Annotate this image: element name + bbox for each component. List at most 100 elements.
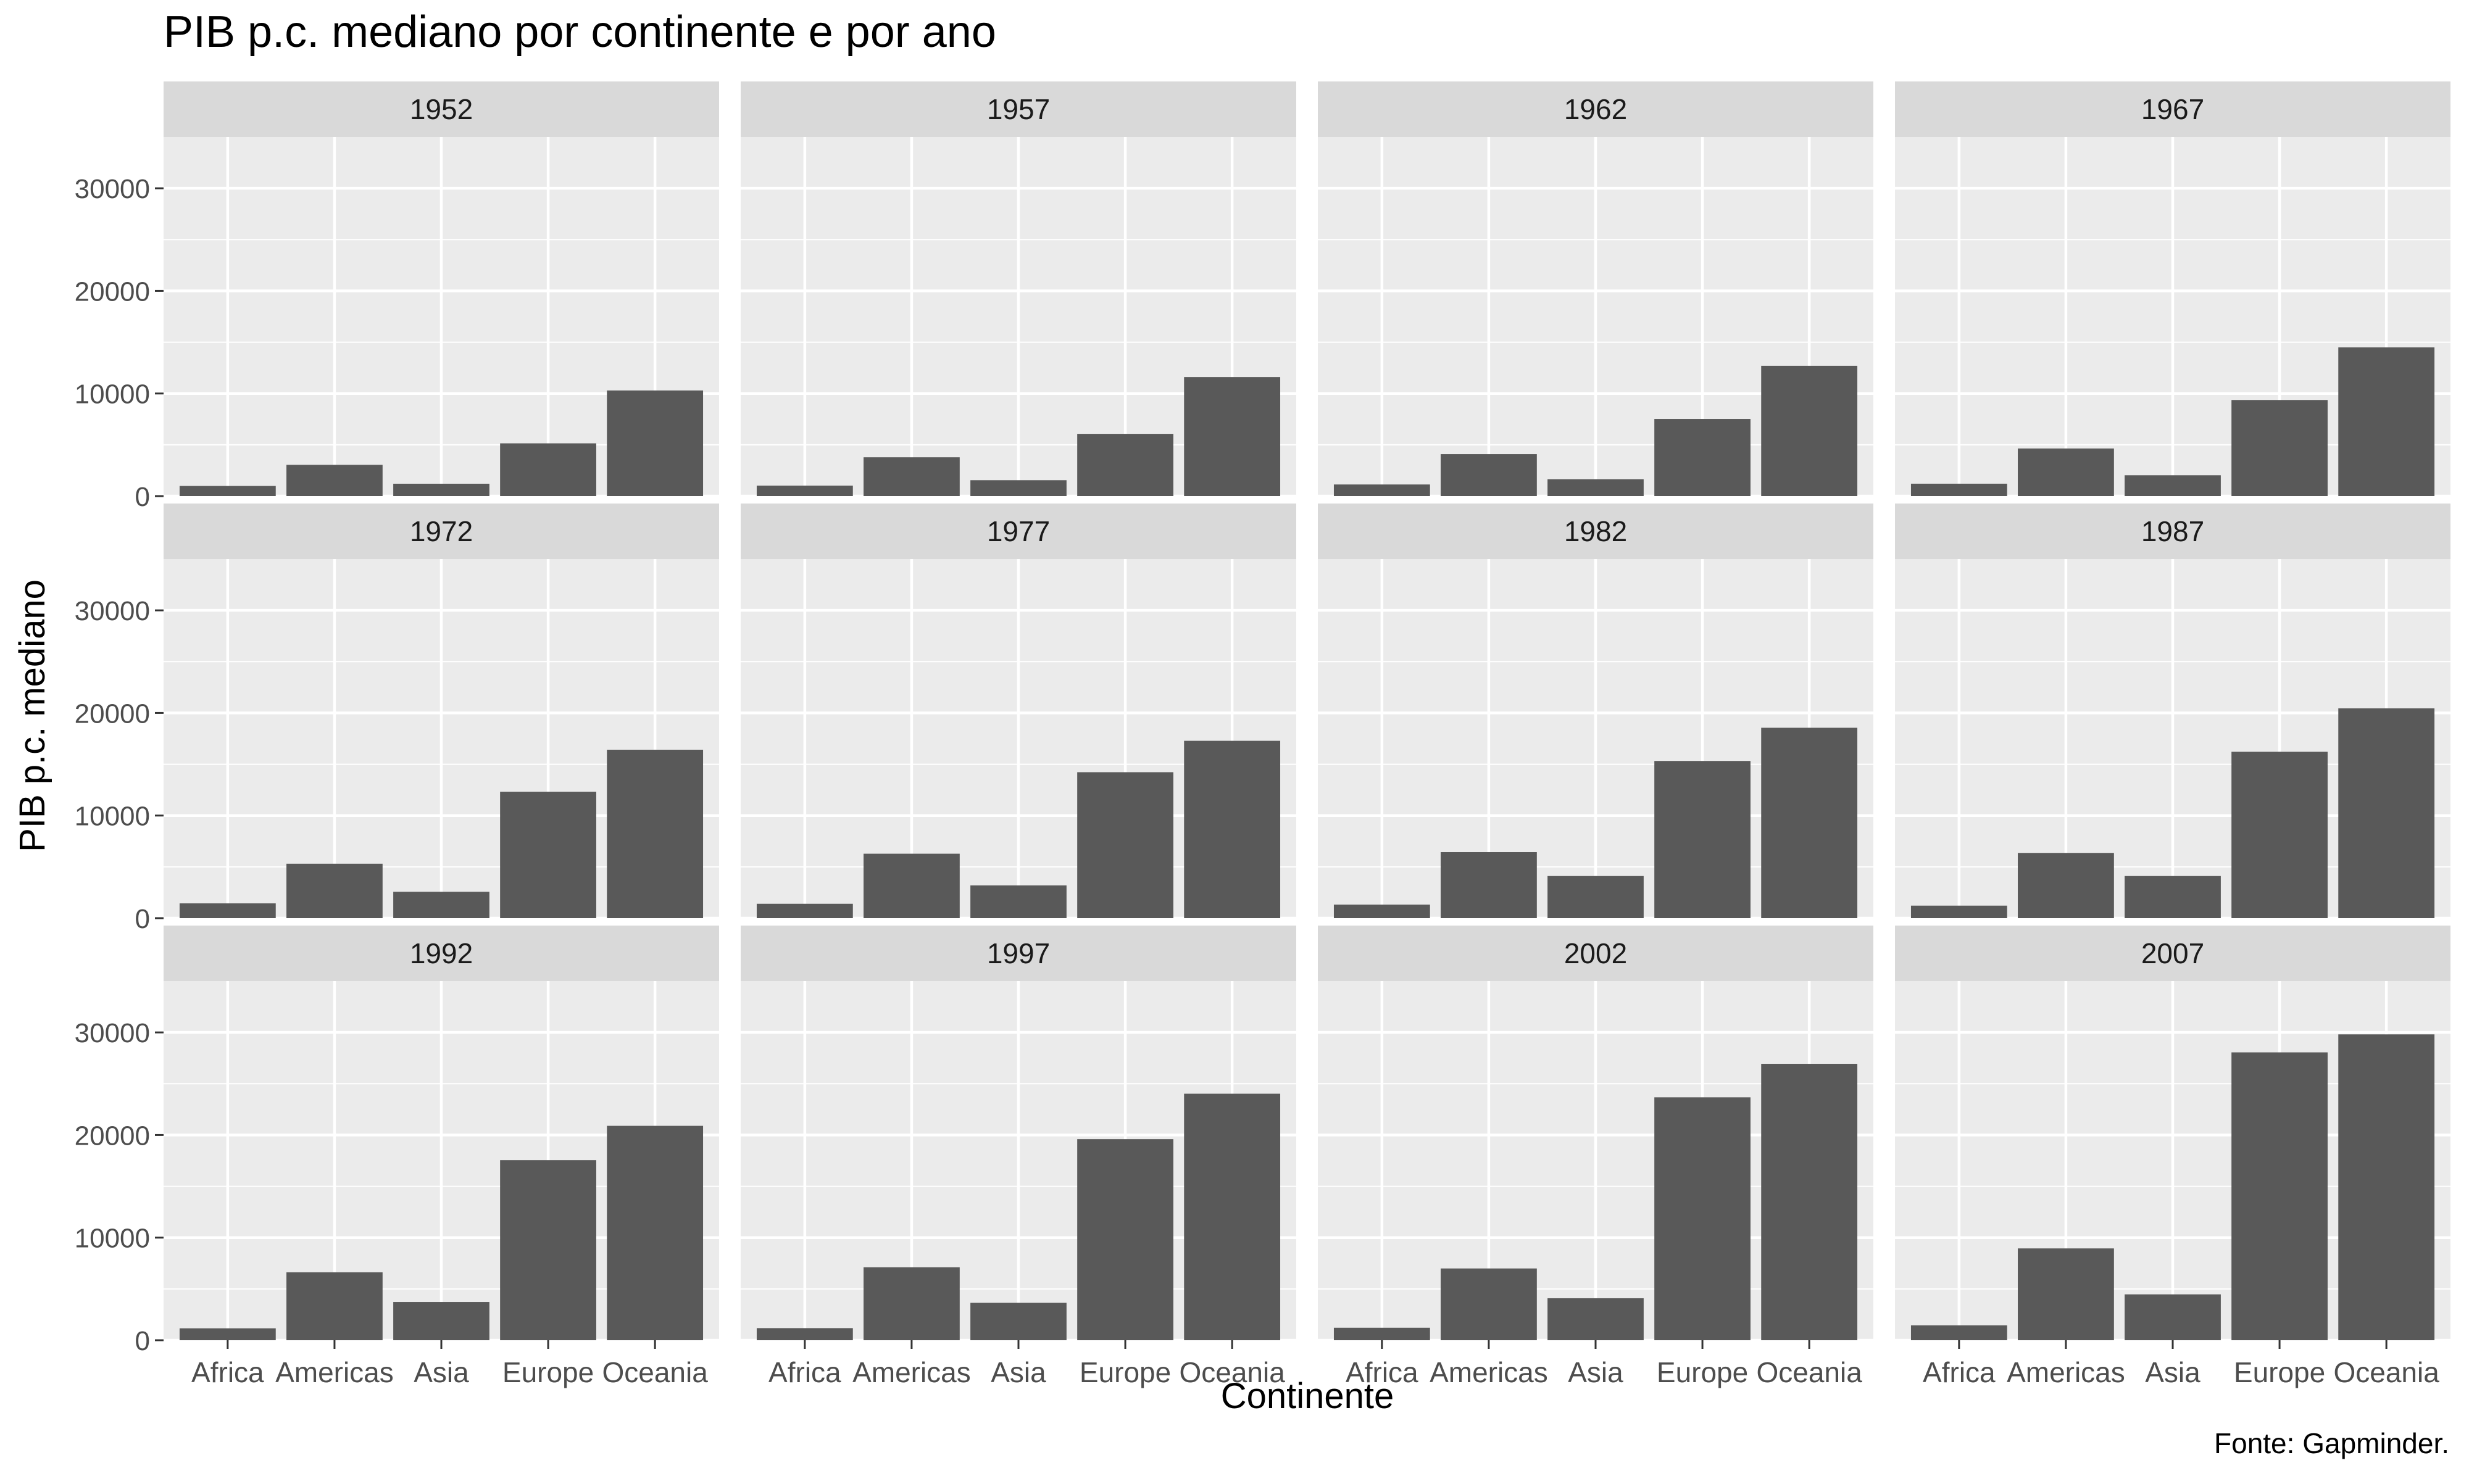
bar-1977-americas (864, 853, 960, 918)
y-tick-label: 0 (135, 1326, 150, 1356)
facet-panel-1962: 1962 (1318, 81, 1873, 498)
facet-panel-1952: 1952 0 10000 20000 30000 (75, 81, 719, 512)
x-tick-label: Oceania (1756, 1356, 1862, 1388)
x-tick-label: Africa (1923, 1356, 1996, 1388)
caption: Fonte: Gapminder. (2214, 1427, 2449, 1459)
bar-1962-americas (1441, 454, 1537, 496)
y-tick-label: 10000 (75, 802, 150, 832)
bar-1962-europe (1654, 419, 1751, 496)
facet-strip-label: 1977 (987, 515, 1050, 547)
bar-1972-europe (500, 792, 596, 918)
facet-strip-label: 1952 (410, 93, 473, 125)
bar-1952-asia (393, 483, 489, 496)
bar-1982-americas (1441, 852, 1537, 918)
bar-1967-asia (2125, 475, 2221, 496)
facet-panel-1977: 1977 (741, 504, 1296, 920)
bar-1952-europe (500, 443, 596, 496)
bar-1962-oceania (1761, 365, 1858, 496)
y-tick-label: 10000 (75, 1224, 150, 1254)
bar-1972-africa (179, 903, 276, 918)
facet-strip (1318, 504, 1873, 559)
y-tick-label: 10000 (75, 379, 150, 410)
bar-1962-africa (1333, 484, 1430, 496)
facet-panels: 1952 0 10000 20000 30000 1957 1962 1967 1972 0 100… (75, 81, 2450, 1388)
y-tick-label: 0 (135, 904, 150, 934)
bar-1967-europe (2231, 400, 2328, 496)
bar-1987-asia (2125, 876, 2221, 918)
y-axis-title: PIB p.c. mediano (12, 579, 52, 852)
facet-panel-2007: 2007 Africa Americas Asia Europe Oceania (1895, 926, 2450, 1388)
facet-strip-label: 1967 (2141, 93, 2204, 125)
y-tick-label: 30000 (75, 1018, 150, 1048)
facet-strip-label: 1972 (410, 515, 473, 547)
facet-strip-label: 1997 (987, 937, 1050, 969)
facet-strip (1895, 81, 2450, 137)
bar-1967-americas (2018, 448, 2114, 496)
bar-1992-europe (500, 1160, 596, 1340)
bar-2007-africa (1910, 1325, 2007, 1340)
bar-1962-asia (1547, 479, 1644, 496)
x-tick-label: Oceania (602, 1356, 708, 1388)
facet-strip (1318, 926, 1873, 981)
bar-2002-europe (1654, 1097, 1751, 1340)
bar-1992-africa (179, 1328, 276, 1340)
facet-strip-label: 1992 (410, 937, 473, 969)
bar-1997-europe (1077, 1139, 1173, 1340)
bar-1982-oceania (1761, 727, 1858, 918)
bar-1992-oceania (607, 1125, 704, 1340)
x-tick-label: Americas (852, 1356, 971, 1388)
bar-1972-asia (393, 892, 489, 918)
y-tick-label: 20000 (75, 1121, 150, 1151)
bar-1992-americas (286, 1272, 383, 1340)
facet-panel-1957: 1957 (741, 81, 1296, 498)
bar-2007-americas (2018, 1248, 2114, 1340)
x-tick-label: Africa (768, 1356, 841, 1388)
bar-2002-oceania (1761, 1064, 1858, 1340)
bar-2007-oceania (2338, 1034, 2435, 1340)
x-tick-label: Asia (2145, 1356, 2200, 1388)
bar-1997-asia (970, 1303, 1067, 1340)
x-tick-label: Americas (2007, 1356, 2125, 1388)
facet-panel-1987: 1987 (1895, 504, 2450, 920)
facet-panel-2002: 2002 Africa Americas Asia Europe Oceania (1318, 926, 1873, 1388)
bar-1997-americas (864, 1267, 960, 1340)
facet-strip-label: 1987 (2141, 515, 2204, 547)
y-tick-label: 0 (135, 482, 150, 512)
bar-1967-africa (1910, 483, 2007, 496)
bar-1997-oceania (1184, 1093, 1281, 1340)
bar-1977-africa (756, 903, 853, 918)
facet-strip (1895, 926, 2450, 981)
bar-1972-americas (286, 863, 383, 918)
x-tick-label: Oceania (1179, 1356, 1285, 1388)
bar-1997-africa (756, 1328, 853, 1340)
x-axis-title: Continente (1221, 1376, 1394, 1416)
x-tick-label: Asia (1568, 1356, 1623, 1388)
chart-title: PIB p.c. mediano por continente e por an… (164, 7, 996, 57)
bar-1987-oceania (2338, 708, 2435, 918)
y-tick-label: 20000 (75, 276, 150, 307)
x-tick-label: Europe (2234, 1356, 2325, 1388)
facet-strip-label: 1962 (1564, 93, 1627, 125)
facet-strip (741, 504, 1296, 559)
y-tick-label: 30000 (75, 596, 150, 626)
bar-2002-americas (1441, 1268, 1537, 1340)
facet-panel-1982: 1982 (1318, 504, 1873, 920)
bar-1977-oceania (1184, 740, 1281, 918)
x-tick-label: Europe (1080, 1356, 1171, 1388)
bar-1987-americas (2018, 853, 2114, 918)
bar-1977-asia (970, 885, 1067, 918)
x-tick-label: Americas (275, 1356, 394, 1388)
facet-strip-label: 1957 (987, 93, 1050, 125)
bar-1957-asia (970, 480, 1067, 496)
bar-1967-oceania (2338, 347, 2435, 496)
x-tick-label: Europe (502, 1356, 594, 1388)
x-tick-label: Europe (1657, 1356, 1748, 1388)
x-tick-label: Africa (191, 1356, 264, 1388)
bar-1982-europe (1654, 761, 1751, 918)
bar-1952-americas (286, 465, 383, 496)
bar-1982-asia (1547, 876, 1644, 918)
bar-1957-europe (1077, 434, 1173, 496)
facet-panel-1992: 1992 0 10000 20000 30000 Africa Americas Asia Eu… (75, 926, 719, 1388)
